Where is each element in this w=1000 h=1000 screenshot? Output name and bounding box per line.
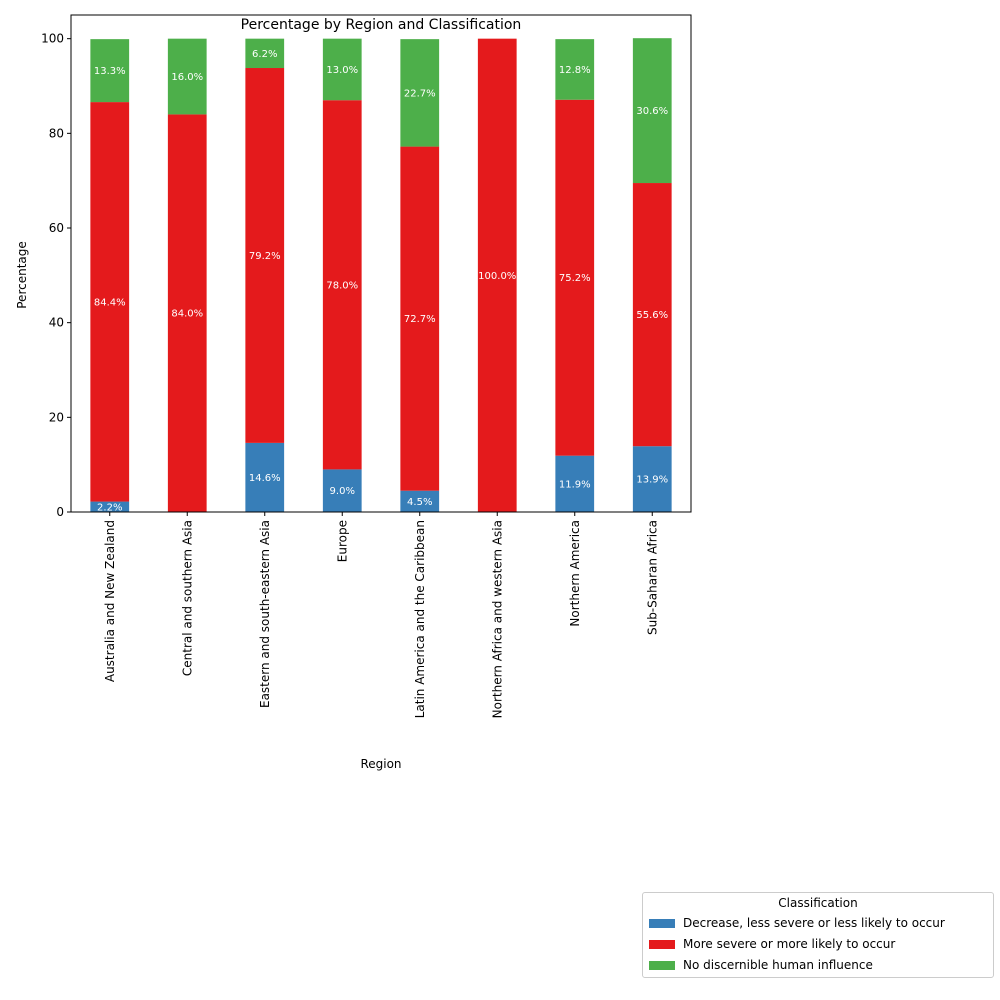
x-tick-label-latin-america-and-the-caribbean: Latin America and the Caribbean <box>413 520 427 718</box>
bar-northern-america-more-severe-or-more-likely-to-occur <box>555 99 595 456</box>
bar-australia-and-new-zealand-more-severe-or-more-likely-to-occur <box>90 102 130 502</box>
legend-item-no-influence: No discernible human influence <box>649 957 873 973</box>
data-label-sub-saharan-africa-no-discernible-human-influence: 30.6% <box>636 106 668 117</box>
x-axis: Australia and New Zealand Central and sou… <box>103 512 659 718</box>
x-tick-label-central-and-southern-asia: Central and southern Asia <box>180 520 194 676</box>
x-tick-label-northern-america: Northern America <box>568 520 582 627</box>
y-tick-label-0: 0 <box>56 505 64 519</box>
data-label-eastern-and-south-eastern-asia-no-discernible-human-influence: 6.2% <box>252 49 277 60</box>
y-tick-label-20: 20 <box>49 410 64 424</box>
legend-label-more-severe: More severe or more likely to occur <box>683 937 896 951</box>
data-label-eastern-and-south-eastern-asia-decrease-less-severe-or-less-likely-to-occur: 14.6% <box>249 473 281 484</box>
data-labels-group: 2.2% 84.4% 13.3% 84.0% 16.0% 14.6% 79.2% 6.2% 9.… <box>94 49 668 513</box>
y-tick-label-100: 100 <box>41 32 64 46</box>
plot-frame <box>70 14 692 513</box>
data-label-australia-and-new-zealand-no-discernible-human-influence: 13.3% <box>94 66 126 77</box>
bar-northern-africa-and-western-asia-more-severe-or-more-likely-to-occur <box>477 38 517 513</box>
data-label-europe-more-severe-or-more-likely-to-occur: 78.0% <box>326 280 358 291</box>
bar-central-and-southern-asia-more-severe-or-more-likely-to-occur <box>167 114 207 513</box>
x-tick-label-australia-and-new-zealand: Australia and New Zealand <box>103 520 117 682</box>
data-label-northern-america-no-discernible-human-influence: 12.8% <box>559 65 591 76</box>
x-tick-label-europe: Europe <box>335 520 349 562</box>
data-label-latin-america-and-the-caribbean-more-severe-or-more-likely-to-occur: 72.7% <box>404 314 436 325</box>
bar-europe-more-severe-or-more-likely-to-occur <box>322 100 362 470</box>
bar-sub-saharan-africa-no-discernible-human-influence <box>632 38 672 184</box>
data-label-australia-and-new-zealand-more-severe-or-more-likely-to-occur: 84.4% <box>94 297 126 308</box>
data-label-sub-saharan-africa-decrease-less-severe-or-less-likely-to-occur: 13.9% <box>636 475 668 486</box>
bar-northern-america-decrease-less-severe-or-less-likely-to-occur <box>555 455 595 512</box>
bar-latin-america-and-the-caribbean-no-discernible-human-influence <box>400 39 440 147</box>
bar-eastern-and-south-eastern-asia-no-discernible-human-influence <box>245 38 285 69</box>
y-axis-title: Percentage <box>15 241 29 309</box>
data-label-eastern-and-south-eastern-asia-more-severe-or-more-likely-to-occur: 79.2% <box>249 251 281 262</box>
bars-group <box>90 38 672 513</box>
legend: Classification Decrease, less severe or … <box>642 892 994 978</box>
bar-central-and-southern-asia-no-discernible-human-influence <box>167 38 207 115</box>
bar-europe-no-discernible-human-influence <box>322 38 362 101</box>
data-label-northern-africa-and-western-asia-more-severe-or-more-likely-to-occur: 100.0% <box>478 271 516 282</box>
chart-title: Percentage by Region and Classification <box>241 17 522 33</box>
data-label-europe-decrease-less-severe-or-less-likely-to-occur: 9.0% <box>330 486 355 497</box>
x-tick-label-eastern-and-south-eastern-asia: Eastern and south-eastern Asia <box>258 520 272 708</box>
bar-eastern-and-south-eastern-asia-decrease-less-severe-or-less-likely-to-occur <box>245 442 285 512</box>
y-tick-label-40: 40 <box>49 316 64 330</box>
data-label-australia-and-new-zealand-decrease-less-severe-or-less-likely-to-occur: 2.2% <box>97 502 122 513</box>
data-label-europe-no-discernible-human-influence: 13.0% <box>326 65 358 76</box>
data-label-central-and-southern-asia-no-discernible-human-influence: 16.0% <box>171 72 203 83</box>
legend-label-no-influence: No discernible human influence <box>683 958 873 972</box>
y-axis: 0 20 40 60 80 100 <box>41 32 71 519</box>
data-label-northern-america-more-severe-or-more-likely-to-occur: 75.2% <box>559 273 591 284</box>
x-axis-title: Region <box>360 757 401 771</box>
data-label-latin-america-and-the-caribbean-no-discernible-human-influence: 22.7% <box>404 88 436 99</box>
legend-label-decrease: Decrease, less severe or less likely to … <box>683 916 945 930</box>
legend-swatch-decrease <box>649 918 675 928</box>
data-label-northern-america-decrease-less-severe-or-less-likely-to-occur: 11.9% <box>559 479 591 490</box>
data-label-central-and-southern-asia-more-severe-or-more-likely-to-occur: 84.0% <box>171 309 203 320</box>
bar-australia-and-new-zealand-no-discernible-human-influence <box>90 39 130 103</box>
legend-title: Classification <box>778 896 858 910</box>
bar-northern-america-no-discernible-human-influence <box>555 39 595 100</box>
x-tick-label-sub-saharan-africa: Sub-Saharan Africa <box>645 520 659 635</box>
bar-sub-saharan-africa-decrease-less-severe-or-less-likely-to-occur <box>632 446 672 512</box>
data-label-sub-saharan-africa-more-severe-or-more-likely-to-occur: 55.6% <box>636 310 668 321</box>
legend-swatch-more-severe <box>649 939 675 949</box>
y-tick-label-80: 80 <box>49 126 64 140</box>
legend-swatch-no-influence <box>649 960 675 970</box>
bar-latin-america-and-the-caribbean-decrease-less-severe-or-less-likely-to-occur <box>400 490 440 512</box>
bar-latin-america-and-the-caribbean-more-severe-or-more-likely-to-occur <box>400 146 440 491</box>
bar-sub-saharan-africa-more-severe-or-more-likely-to-occur <box>632 183 672 447</box>
legend-item-decrease: Decrease, less severe or less likely to … <box>649 915 945 931</box>
data-label-latin-america-and-the-caribbean-decrease-less-severe-or-less-likely-to-occur: 4.5% <box>407 497 432 508</box>
y-tick-label-60: 60 <box>49 221 64 235</box>
bar-europe-decrease-less-severe-or-less-likely-to-occur <box>322 469 362 512</box>
x-tick-label-northern-africa-and-western-asia: Northern Africa and western Asia <box>490 520 504 718</box>
bar-eastern-and-south-eastern-asia-more-severe-or-more-likely-to-occur <box>245 68 285 443</box>
legend-item-more-severe: More severe or more likely to occur <box>649 936 895 952</box>
bar-australia-and-new-zealand-decrease-less-severe-or-less-likely-to-occur <box>90 501 130 512</box>
